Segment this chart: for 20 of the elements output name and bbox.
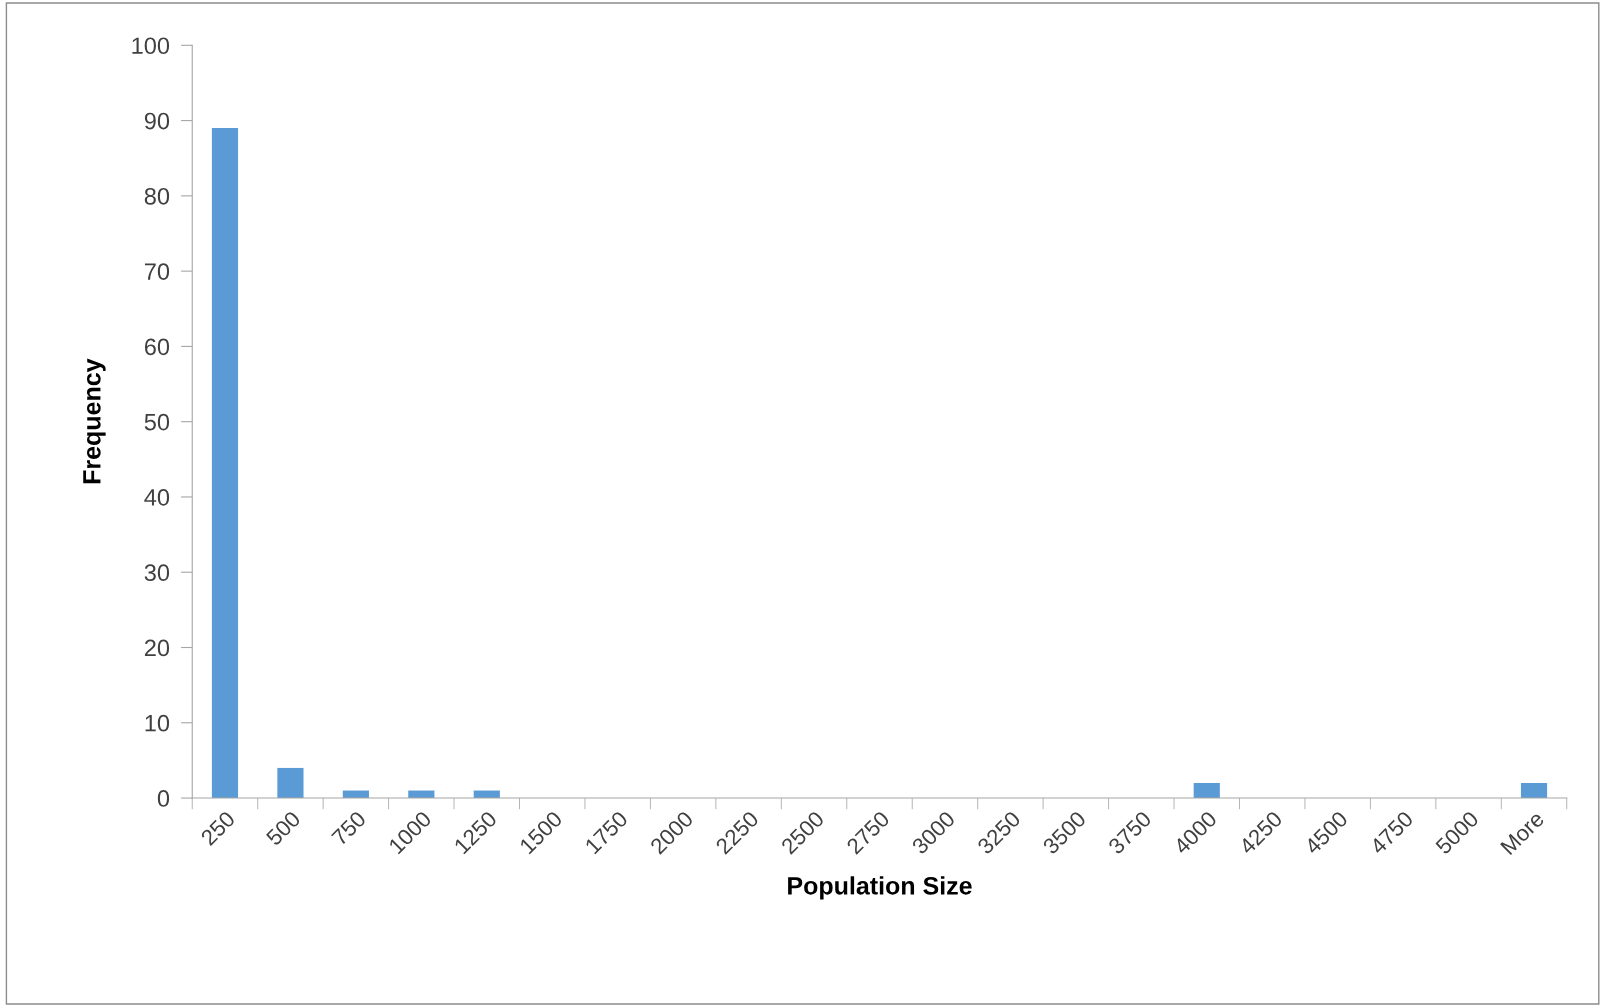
bar — [211, 128, 239, 799]
x-tick-label: 750 — [330, 810, 367, 847]
y-tick-label: 30 — [144, 564, 170, 582]
bar — [277, 767, 304, 799]
y-tick-label: 60 — [144, 338, 170, 356]
bar — [1520, 782, 1548, 799]
y-tick-label: 0 — [157, 790, 170, 807]
x-tick-label: 250 — [199, 810, 236, 847]
y-axis-title: Frequency — [83, 358, 106, 484]
y-tick-label: 20 — [144, 639, 170, 657]
x-axis-title: Population Size — [788, 876, 972, 900]
y-tick-label: 80 — [144, 187, 170, 205]
x-tick-label: 500 — [265, 810, 302, 847]
y-tick-label: 40 — [144, 489, 170, 506]
bar — [1193, 782, 1220, 799]
y-tick-label: 50 — [144, 413, 170, 431]
y-tick-label: 70 — [144, 263, 170, 280]
y-tick-label: 10 — [145, 714, 170, 732]
y-tick-label: 100 — [132, 37, 170, 55]
y-tick-label: 90 — [144, 112, 170, 130]
